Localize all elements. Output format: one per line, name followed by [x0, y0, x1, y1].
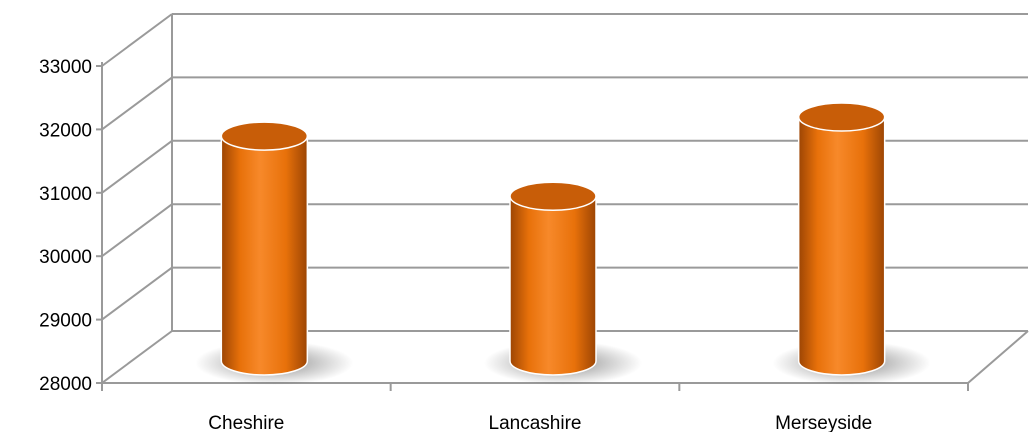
bar-body — [220, 135, 309, 376]
y-tick-label: 28000 — [39, 374, 92, 395]
gridline-diagonal — [101, 13, 173, 67]
y-tick-label: 29000 — [39, 311, 92, 332]
gridline-diagonal — [101, 266, 173, 321]
gridline-diagonal — [101, 76, 173, 131]
bar — [195, 121, 354, 385]
gridline-diagonal — [101, 203, 173, 258]
bar-top — [797, 102, 886, 132]
bar — [484, 181, 642, 385]
y-tick-label: 32000 — [39, 120, 92, 141]
gridline-diagonal — [101, 139, 173, 194]
bar-top — [509, 181, 597, 212]
gridline-diagonal — [101, 330, 173, 384]
x-category-label: Lancashire — [489, 413, 582, 432]
y-tick-label: 31000 — [39, 184, 92, 205]
x-category-label: Cheshire — [208, 413, 284, 432]
bar-top — [220, 121, 309, 151]
bar-body — [797, 116, 886, 376]
bar-body — [509, 195, 597, 376]
y-tick-label: 33000 — [39, 57, 92, 78]
y-axis-ticks: 28000 29000 30000 31000 32000 33000 — [39, 57, 969, 395]
bars — [195, 102, 931, 385]
x-category-label: Merseyside — [775, 413, 872, 432]
y-tick-label: 30000 — [39, 247, 92, 268]
bar — [772, 102, 931, 385]
floor-edge — [967, 330, 1029, 384]
x-axis-categories: Cheshire Lancashire Merseyside — [208, 413, 872, 432]
